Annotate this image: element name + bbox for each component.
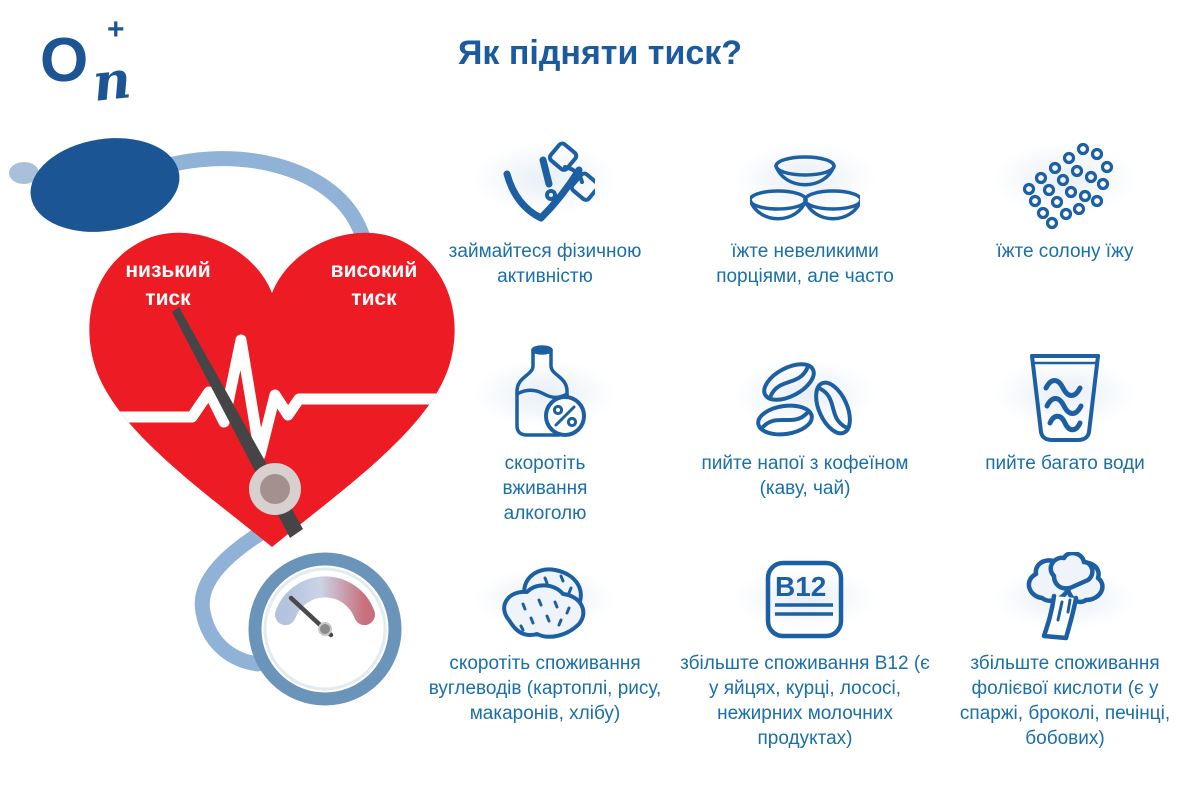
water-glass-icon (1019, 346, 1111, 442)
tip-label: пийте напої з кофеїном (каву, чай) (701, 453, 909, 500)
high-pressure-label: високий (331, 259, 418, 282)
tip-drink-water: пийте багато води (935, 346, 1195, 526)
tube-loop (194, 502, 308, 672)
tip-b12: B12 збільште споживання B12 (є у яйцях, … (675, 556, 935, 751)
b12-text: B12 (775, 571, 826, 602)
tips-row-2: скоротіть вживання алкоголю пийте напої … (415, 346, 1195, 526)
heart-pressure-illustration: низький тиск високий тиск (9, 138, 455, 706)
salt-grains-icon (1009, 134, 1121, 230)
page-title: Як підняти тиск? (457, 34, 743, 72)
tip-folic-acid: збільште споживання фолієвої кислоти (є … (935, 556, 1195, 751)
tip-less-alcohol: скоротіть вживання алкоголю (415, 346, 675, 526)
tip-label: пийте багато води (985, 453, 1145, 474)
clinic-logo: O + n (35, 13, 195, 115)
tip-label: скоротіть вживання алкоголю (502, 453, 588, 525)
exercise-icon (495, 138, 595, 230)
tip-label: їжте невеликими порціями, але часто (716, 241, 894, 288)
b12-icon: B12 (762, 558, 848, 642)
logo-letter-o: O (40, 26, 88, 95)
tip-salty-food: їжте солону їжу (935, 128, 1195, 289)
low-pressure-label2: тиск (145, 287, 191, 310)
potatoes-icon (489, 562, 601, 642)
coffee-beans-icon (749, 356, 861, 442)
low-pressure-label: низький (125, 259, 210, 282)
tips-row-1: займайтеся фізичною активністю їжте неве… (415, 128, 1195, 289)
pressure-gauge (248, 552, 402, 706)
pump-bulb (30, 138, 180, 232)
tip-label: скоротіть споживання вуглеводів (картопл… (428, 653, 662, 725)
bulb-valve (9, 162, 39, 184)
tips-row-3: скоротіть споживання вуглеводів (картопл… (415, 556, 1195, 751)
tip-label: збільште споживання B12 (є у яйцях, курц… (680, 653, 930, 750)
tip-exercise: займайтеся фізичною активністю (415, 128, 675, 289)
high-pressure-label2: тиск (351, 287, 397, 310)
tip-label: їжте солону їжу (996, 241, 1134, 262)
logo-plus-icon: + (107, 13, 125, 46)
broccoli-icon (1012, 552, 1118, 642)
tip-label: займайтеся фізичною активністю (448, 241, 642, 288)
tip-less-carbs: скоротіть споживання вуглеводів (картопл… (415, 556, 675, 751)
ecg-line (89, 334, 455, 461)
alcohol-bottle-icon (499, 342, 591, 442)
tip-label: збільште споживання фолієвої кислоти (є … (959, 653, 1171, 750)
small-bowls-icon (750, 148, 860, 230)
tip-small-portions: їжте невеликими порціями, але часто (675, 128, 935, 289)
tip-caffeine: пийте напої з кофеїном (каву, чай) (675, 346, 935, 526)
